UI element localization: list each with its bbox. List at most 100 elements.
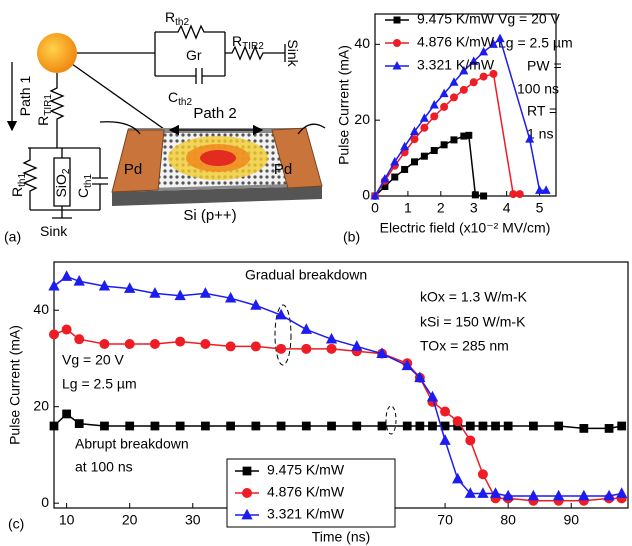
marker xyxy=(470,78,478,86)
thermal-resistors xyxy=(77,26,285,84)
annotation: kSi = 150 W/m-K xyxy=(420,314,526,330)
marker xyxy=(617,422,626,431)
marker xyxy=(327,344,337,354)
marker xyxy=(578,490,589,501)
annotation: 100 ns xyxy=(517,81,559,97)
label-subscript: th1 xyxy=(17,173,28,187)
x-tick-label: 20 xyxy=(122,512,138,528)
marker xyxy=(200,339,210,349)
marker xyxy=(430,112,438,120)
marker xyxy=(301,323,312,334)
label-subscript: th2 xyxy=(178,97,192,108)
label-text: R xyxy=(232,33,242,49)
marker xyxy=(450,93,458,101)
label-text: Sink xyxy=(40,223,68,239)
x-tick-label: 0 xyxy=(371,200,379,216)
diagram-label: Pd xyxy=(124,161,142,178)
legend-label: 9.475 K/mW xyxy=(267,462,345,478)
marker xyxy=(460,86,468,94)
label-text: Si (p++) xyxy=(183,207,236,224)
marker xyxy=(616,487,627,498)
diagram-label: Rth1 xyxy=(9,173,28,197)
y-axis-title: Pulse Current (mA) xyxy=(336,45,352,165)
marker xyxy=(490,487,501,498)
marker xyxy=(226,341,236,351)
marker xyxy=(479,422,488,431)
marker xyxy=(200,287,211,298)
marker xyxy=(100,422,109,431)
diagram-label: Sink xyxy=(40,223,68,239)
x-tick-label: 10 xyxy=(59,512,75,528)
marker xyxy=(466,422,475,431)
marker xyxy=(403,422,412,431)
marker xyxy=(242,488,252,498)
marker xyxy=(393,39,401,47)
legend-label: 4.876 K/mW xyxy=(417,34,495,50)
legend-label: 4.876 K/mW xyxy=(267,484,345,500)
diagram-label: Si (p++) xyxy=(183,207,236,224)
marker xyxy=(465,435,475,445)
marker xyxy=(440,103,448,111)
marker xyxy=(61,270,72,281)
marker xyxy=(327,422,336,431)
marker xyxy=(504,422,513,431)
marker xyxy=(431,147,438,154)
marker xyxy=(452,473,463,484)
x-tick-label: 1 xyxy=(404,200,412,216)
marker xyxy=(516,190,524,198)
marker xyxy=(226,422,235,431)
marker xyxy=(391,174,398,181)
marker xyxy=(480,73,488,81)
label-text: SiO xyxy=(53,174,69,197)
label-text: Pd xyxy=(124,161,142,178)
marker xyxy=(579,424,588,433)
y-tick-label: 0 xyxy=(41,494,49,510)
marker xyxy=(125,339,135,349)
marker xyxy=(301,344,311,354)
marker xyxy=(62,410,71,419)
marker xyxy=(491,422,500,431)
panel-label: (b) xyxy=(343,229,360,245)
annotation: at 100 ns xyxy=(75,459,133,475)
y-tick-label: 40 xyxy=(354,35,370,51)
y-axis-title: Pulse Current (mA) xyxy=(7,325,23,445)
x-tick-label: 80 xyxy=(500,512,516,528)
marker xyxy=(75,419,84,428)
marker xyxy=(477,487,488,498)
label-text: Pd xyxy=(274,161,292,178)
annotation: PW = xyxy=(527,58,562,74)
annotation: Vg = 20 V xyxy=(62,352,125,368)
x-tick-label: 5 xyxy=(536,200,544,216)
marker xyxy=(453,416,463,426)
diagram-label: Rth2 xyxy=(165,9,189,28)
marker xyxy=(243,467,252,476)
marker xyxy=(150,339,160,349)
marker xyxy=(421,153,428,160)
marker xyxy=(251,422,260,431)
label-text: Path 2 xyxy=(193,105,236,122)
marker xyxy=(554,422,563,431)
x-tick-label: 30 xyxy=(185,512,201,528)
annotation: RT = xyxy=(527,103,557,119)
x-axis-title: Time (ns) xyxy=(312,529,371,545)
annotation: Gradual breakdown xyxy=(245,267,367,283)
marker xyxy=(401,166,408,173)
diagram-label: SiO2 xyxy=(53,168,72,197)
label-subscript: TIR1 xyxy=(43,94,54,116)
legend-label: 9.475 K/mW xyxy=(417,11,495,27)
marker xyxy=(302,422,311,431)
hot-spot xyxy=(200,150,236,166)
label-text: R xyxy=(35,116,51,126)
panel-label: (c) xyxy=(8,516,24,532)
marker xyxy=(465,132,472,139)
marker xyxy=(605,424,614,433)
marker xyxy=(450,136,457,143)
marker xyxy=(62,325,72,335)
marker xyxy=(528,490,539,501)
panel-label: (a) xyxy=(4,229,21,245)
x-tick-label: 3 xyxy=(470,200,478,216)
marker xyxy=(175,337,185,347)
heat-source xyxy=(37,33,77,73)
diagram-label: Sink xyxy=(285,39,301,67)
legend-label: 3.321 K/mW xyxy=(417,57,495,73)
